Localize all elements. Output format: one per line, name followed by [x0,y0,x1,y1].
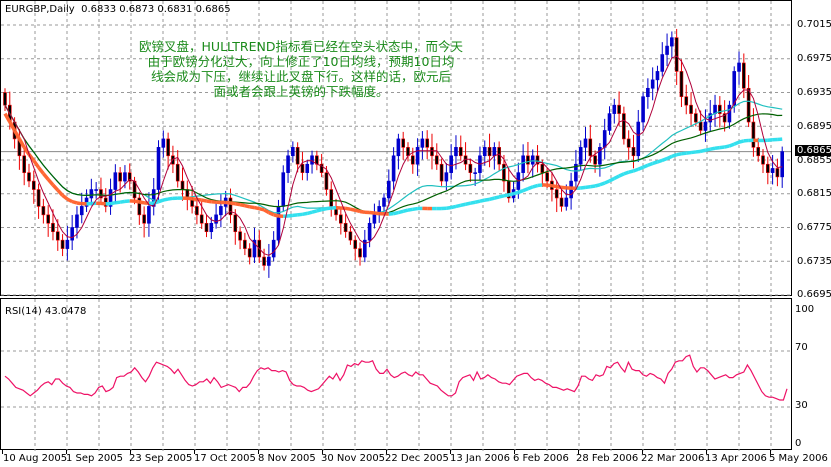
date-label: 10 Aug 2005 [3,453,68,464]
rsi-title: RSI(14) 43.0478 [5,306,87,317]
price-label: 0.7015 [797,19,831,30]
price-label: 0.6695 [797,289,831,300]
time-tick [130,450,131,454]
price-label: 0.6775 [797,222,831,233]
time-tick [386,450,387,454]
rsi-chart-canvas [1,299,791,451]
date-label: 28 Feb 2006 [576,453,639,464]
time-tick [706,450,707,454]
time-tick [194,450,195,454]
chart-annotation: 欧镑叉盘，HULLTREND指标看已经在空头状态中，而今天 由于欧镑分化过大，向… [101,39,501,99]
time-tick [66,450,67,454]
price-label: 0.6975 [797,53,831,64]
hull-trend-line [3,112,783,219]
price-chart-canvas [1,1,791,297]
date-label: 13 Jan 2006 [450,453,510,464]
date-label: 1 Sep 2005 [66,453,124,464]
symbol-label: EURGBP,Daily [5,4,75,15]
date-label: 6 Feb 2006 [513,453,569,464]
date-label: 5 May 2006 [769,453,828,464]
time-tick [770,450,771,454]
rsi-label: 30 [795,400,808,411]
rsi-grid [1,299,791,451]
date-label: 8 Nov 2005 [258,453,316,464]
time-tick [642,450,643,454]
date-label: 30 Nov 2005 [321,453,386,464]
price-label: 0.6735 [797,256,831,267]
price-chart-panel[interactable]: EURGBP,Daily 0.6833 0.6873 0.6831 0.6865… [0,0,792,297]
price-label: 0.6815 [797,188,831,199]
rsi-label: 100 [795,304,815,315]
price-label: 0.6855 [797,155,831,166]
annotation-line: 由于欧镑分化过大，向上修正了10日均线，预期10日均 [147,54,455,69]
price-label: 0.6895 [797,121,831,132]
annotation-line: 欧镑叉盘，HULLTREND指标看已经在空头状态中，而今天 [139,39,463,54]
time-tick [578,450,579,454]
date-label: 23 Sep 2005 [129,453,193,464]
price-label: 0.6935 [797,87,831,98]
annotation-line: 线会成为下压，继续让此叉盘下行。这样的话，欧元后 [150,69,451,84]
date-label: 17 Oct 2005 [194,453,256,464]
ohlc-values: 0.6833 0.6873 0.6831 0.6865 [81,4,231,15]
current-price-tag: 0.6865 [795,145,831,156]
date-label: 22 Dec 2005 [385,453,449,464]
date-label: 22 Mar 2006 [641,453,705,464]
chart-header: EURGBP,Daily 0.6833 0.6873 0.6831 0.6865 [5,4,231,15]
time-tick [514,450,515,454]
time-tick [2,450,3,454]
annotation-line: 面或者会跟上英镑的下跌幅度。 [213,84,389,99]
rsi-line [4,354,788,401]
rsi-label: 70 [795,342,808,353]
rsi-label: 0 [795,438,802,449]
time-tick [258,450,259,454]
date-label: 13 Apr 2006 [705,453,767,464]
rsi-panel[interactable]: RSI(14) 43.0478 [0,298,792,451]
time-tick [450,450,451,454]
time-tick [322,450,323,454]
